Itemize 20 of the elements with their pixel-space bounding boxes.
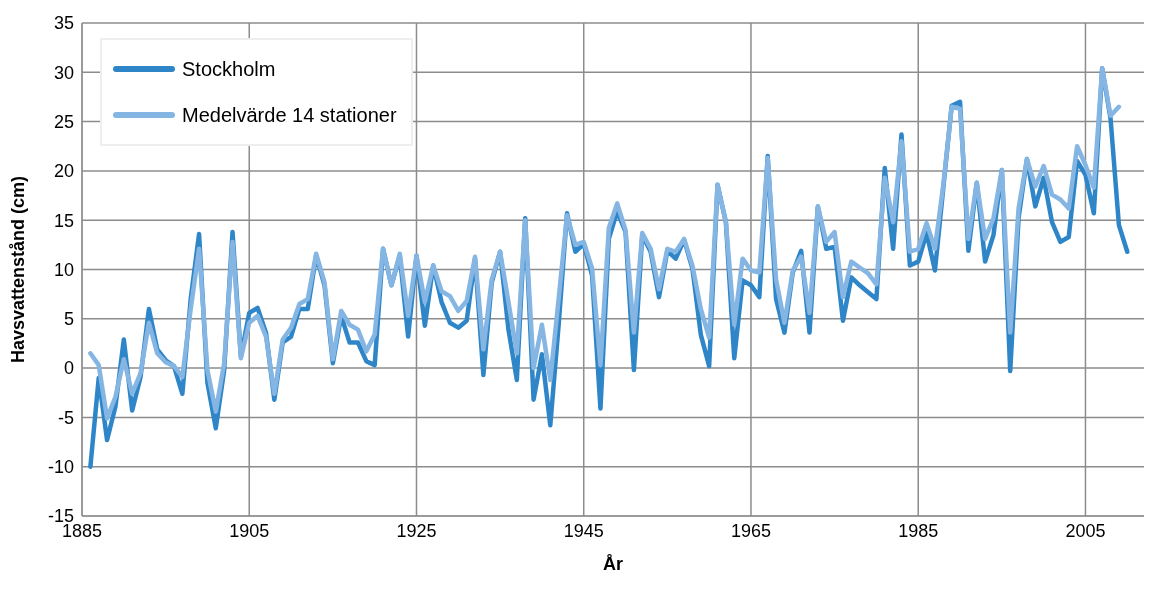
y-tick-label: 5 — [63, 309, 74, 330]
y-axis-title: Havsvattenstånd (cm) — [8, 175, 29, 364]
x-tick-label: 1945 — [563, 520, 604, 541]
y-tick-label: -5 — [57, 407, 74, 428]
y-tick-label: 10 — [53, 259, 74, 280]
y-tick-label: 25 — [53, 111, 74, 132]
x-tick-label: 2005 — [1065, 520, 1106, 541]
legend-label: Stockholm — [182, 57, 276, 81]
x-tick-label: 1925 — [396, 520, 437, 541]
y-tick-label: 20 — [53, 161, 74, 182]
legend-label: Medelvärde 14 stationer — [182, 103, 397, 127]
y-tick-label: 30 — [53, 62, 74, 83]
x-tick-label: 1965 — [730, 520, 771, 541]
y-tick-label: -10 — [47, 457, 74, 478]
y-tick-label: 15 — [53, 210, 74, 231]
y-tick-label: 35 — [53, 13, 74, 34]
x-tick-label: 1985 — [898, 520, 939, 541]
y-tick-label: 0 — [63, 358, 74, 379]
x-tick-label: 1905 — [229, 520, 270, 541]
x-axis-title: År — [602, 554, 624, 574]
